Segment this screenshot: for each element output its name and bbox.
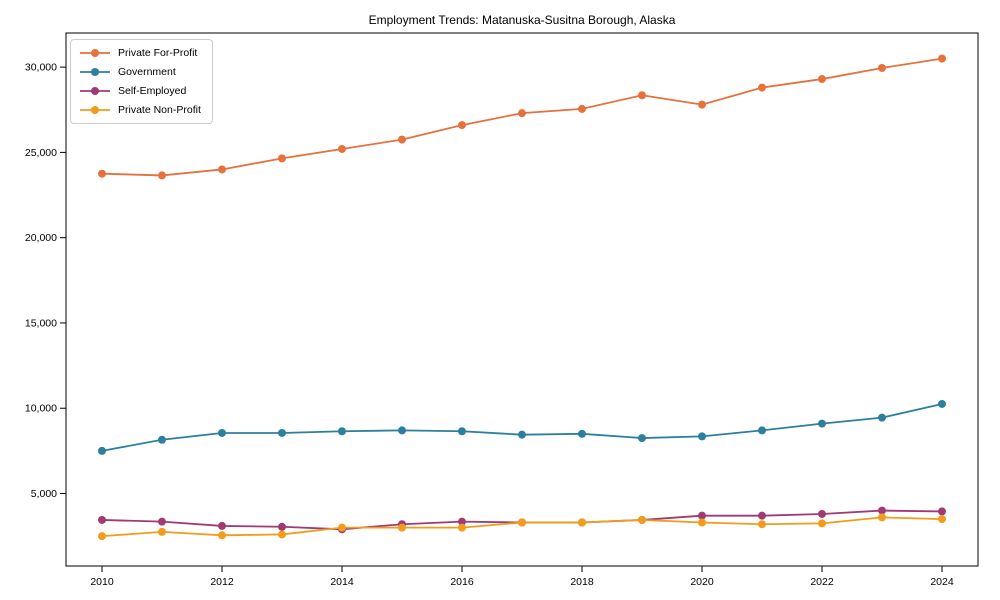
y-tick-label: 30,000 [25, 62, 57, 74]
y-tick-label: 25,000 [25, 147, 57, 159]
series-marker-government [398, 426, 406, 435]
series-marker-self-employed [758, 511, 766, 520]
y-tick-label: 20,000 [25, 232, 57, 244]
x-tick-label: 2014 [330, 576, 354, 588]
axes-frame [65, 32, 979, 567]
series-marker-private-for-profit [218, 165, 226, 174]
x-tick-label: 2020 [690, 576, 714, 588]
series-marker-government [278, 428, 286, 437]
x-tick-label: 2018 [570, 576, 594, 588]
series-marker-government [338, 427, 346, 436]
series-marker-private-non-profit [638, 515, 646, 524]
series-marker-self-employed [158, 517, 166, 526]
series-marker-government [818, 419, 826, 428]
series-marker-self-employed [938, 507, 946, 516]
series-marker-private-non-profit [98, 532, 106, 541]
series-marker-private-for-profit [278, 154, 286, 163]
series-marker-government [98, 446, 106, 455]
series-marker-government [938, 399, 946, 408]
series-marker-private-non-profit [518, 518, 526, 527]
series-marker-government [158, 435, 166, 444]
series-marker-private-for-profit [518, 109, 526, 118]
series-marker-self-employed [218, 521, 226, 530]
series-marker-private-non-profit [578, 518, 586, 527]
series-marker-private-non-profit [158, 527, 166, 536]
series-marker-government [518, 430, 526, 439]
series-marker-private-for-profit [98, 169, 106, 178]
series-marker-private-for-profit [158, 171, 166, 180]
series-line-government [101, 403, 943, 452]
series-marker-self-employed [878, 506, 886, 515]
legend-label: Private Non-Profit [118, 104, 201, 116]
series-marker-private-non-profit [758, 520, 766, 529]
x-tick-label: 2022 [810, 576, 834, 588]
series-marker-private-for-profit [398, 135, 406, 144]
series-marker-private-non-profit [458, 523, 466, 532]
series-marker-private-non-profit [878, 513, 886, 522]
legend: Private For-Profit Government Self-Employe… [70, 39, 213, 124]
legend-item-government: Government [80, 66, 201, 78]
series-marker-private-for-profit [878, 63, 886, 72]
series-marker-private-for-profit [818, 75, 826, 84]
legend-item-private-for-profit: Private For-Profit [80, 47, 201, 59]
series-marker-government [638, 434, 646, 443]
legend-line-marker-icon [80, 68, 110, 76]
series-marker-government [578, 429, 586, 438]
series-marker-government [698, 432, 706, 441]
series-marker-government [758, 426, 766, 435]
series-marker-private-for-profit [698, 100, 706, 109]
series-marker-private-non-profit [338, 523, 346, 532]
series-marker-self-employed [278, 522, 286, 531]
series-marker-private-non-profit [698, 518, 706, 527]
x-tick-label: 2012 [210, 576, 234, 588]
series-marker-private-non-profit [278, 530, 286, 539]
y-tick-label: 5,000 [31, 488, 57, 500]
series-marker-private-for-profit [338, 144, 346, 153]
y-tick-label: 10,000 [25, 403, 57, 415]
series-marker-private-for-profit [758, 83, 766, 92]
series-marker-self-employed [698, 511, 706, 520]
legend-line-marker-icon [80, 106, 110, 114]
series-marker-self-employed [98, 515, 106, 524]
chart-title: Employment Trends: Matanuska-Susitna Bor… [368, 13, 676, 27]
series-marker-private-non-profit [818, 519, 826, 528]
series-marker-private-for-profit [938, 54, 946, 63]
legend-line-marker-icon [80, 49, 110, 57]
series-marker-private-for-profit [638, 91, 646, 100]
legend-label: Self-Employed [118, 85, 187, 97]
series-marker-government [218, 428, 226, 437]
legend-label: Government [118, 66, 176, 78]
series-marker-self-employed [458, 517, 466, 526]
x-tick-label: 2024 [930, 576, 954, 588]
x-tick-label: 2016 [450, 576, 474, 588]
series-marker-government [458, 427, 466, 436]
legend-item-self-employed: Self-Employed [80, 85, 201, 97]
series-marker-private-non-profit [938, 515, 946, 524]
legend-label: Private For-Profit [118, 47, 198, 59]
series-marker-private-non-profit [218, 531, 226, 540]
series-marker-government [878, 413, 886, 422]
x-tick-label: 2010 [90, 576, 114, 588]
series-marker-self-employed [818, 509, 826, 518]
legend-line-marker-icon [80, 87, 110, 95]
series-marker-private-for-profit [458, 121, 466, 130]
series-marker-private-non-profit [398, 523, 406, 532]
series-marker-private-for-profit [578, 104, 586, 113]
legend-item-private-non-profit: Private Non-Profit [80, 104, 201, 116]
y-tick-label: 15,000 [25, 317, 57, 329]
